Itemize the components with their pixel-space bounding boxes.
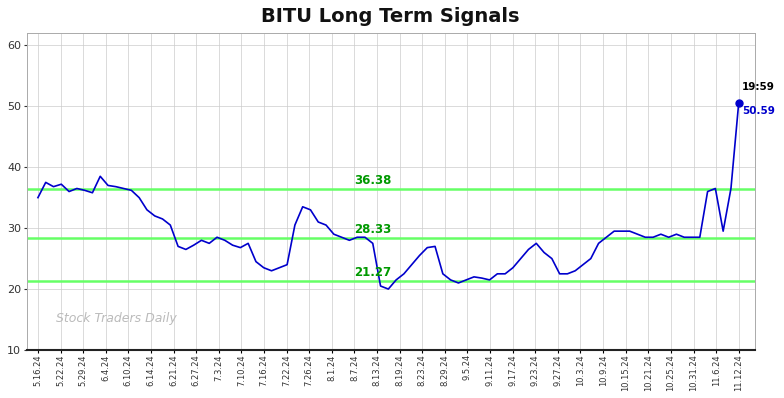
Text: 36.38: 36.38 bbox=[354, 174, 392, 187]
Text: 28.33: 28.33 bbox=[354, 223, 392, 236]
Text: 50.59: 50.59 bbox=[742, 105, 775, 116]
Text: 19:59: 19:59 bbox=[742, 82, 775, 92]
Text: 21.27: 21.27 bbox=[354, 266, 391, 279]
Text: Stock Traders Daily: Stock Traders Daily bbox=[56, 312, 176, 325]
Title: BITU Long Term Signals: BITU Long Term Signals bbox=[261, 7, 520, 26]
